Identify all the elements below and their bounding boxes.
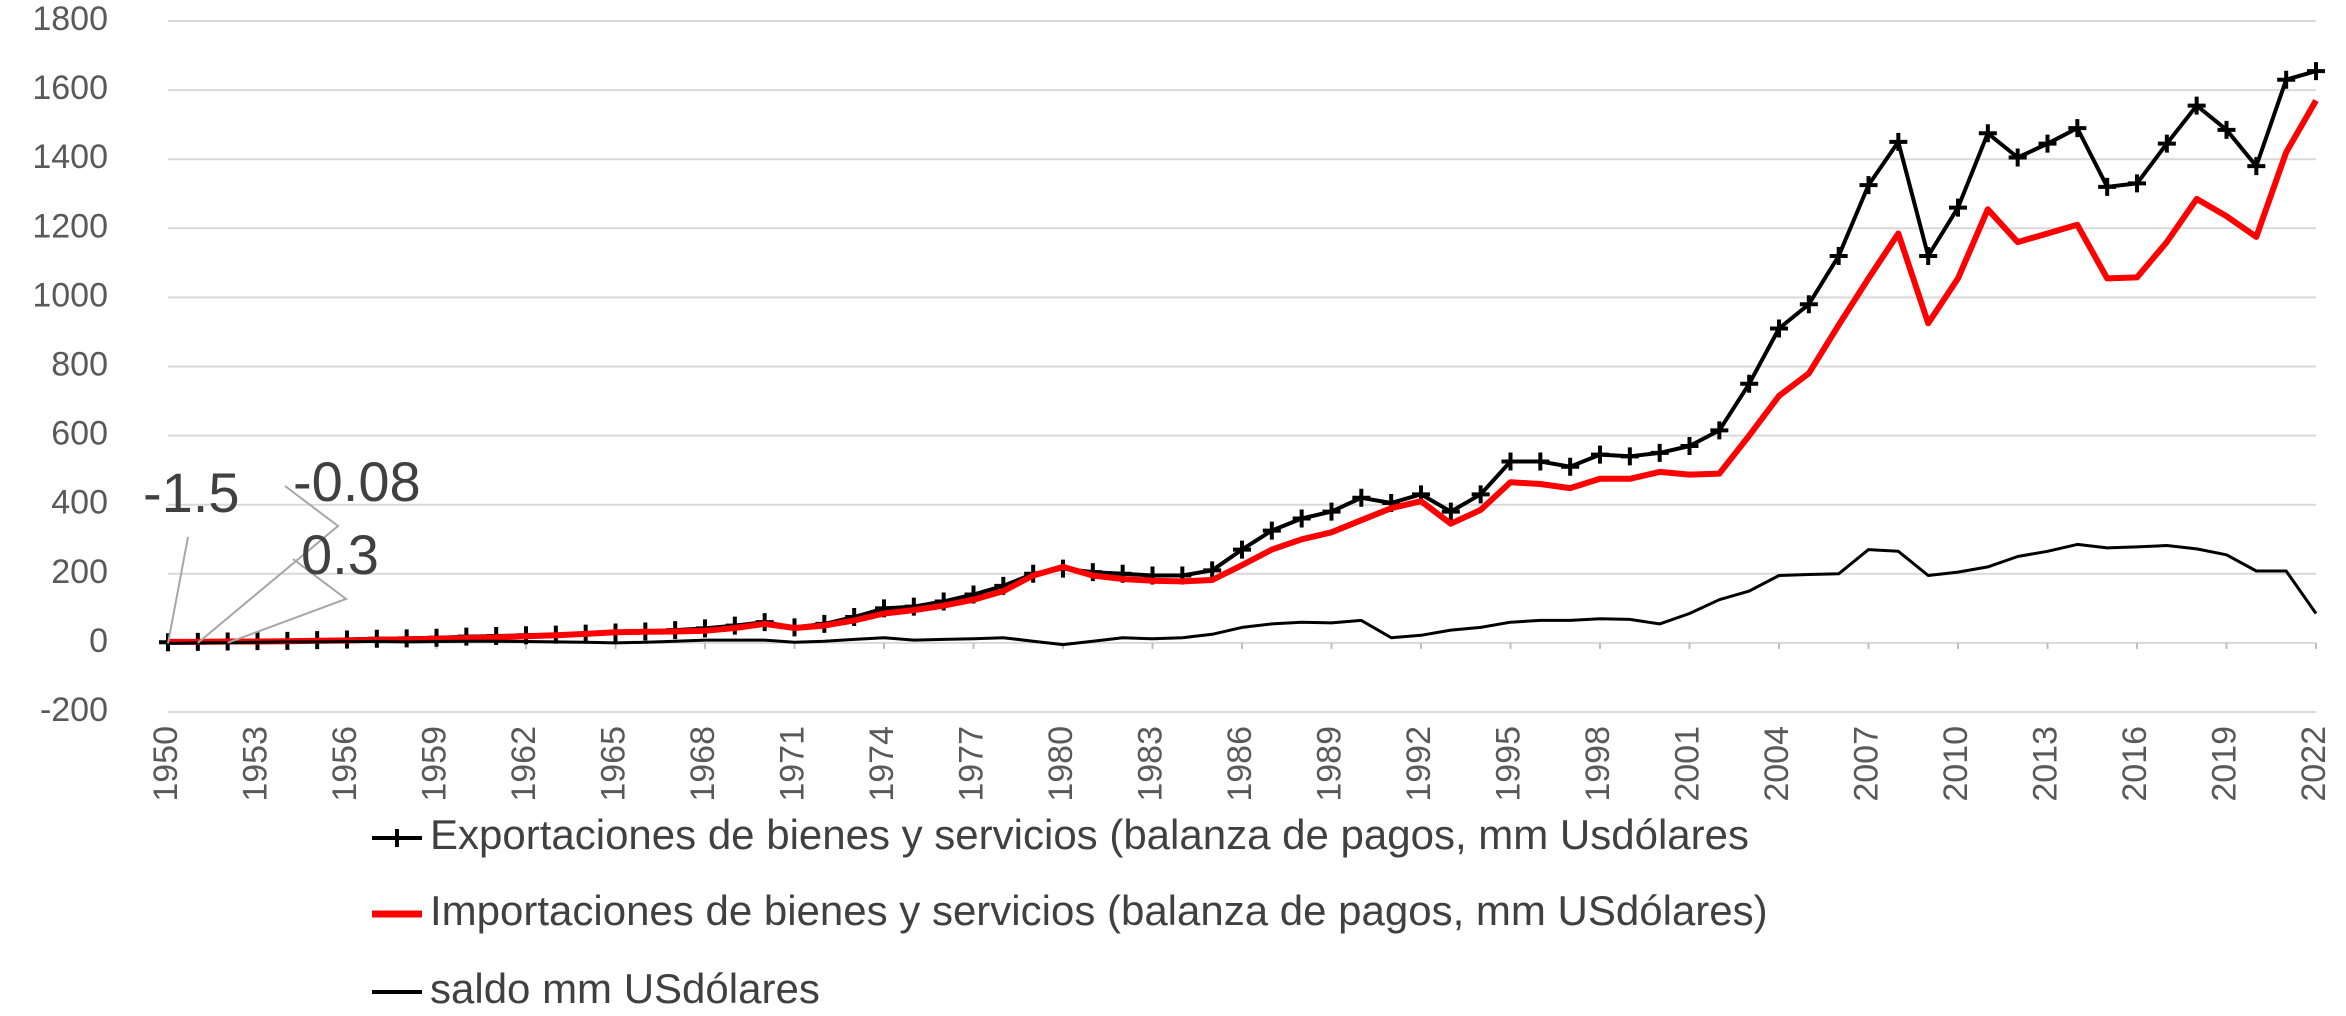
x-tick-label: 1953	[236, 726, 274, 802]
y-tick-label: 1400	[32, 138, 108, 176]
x-tick-label: 2013	[2026, 726, 2064, 802]
x-tick-label: 2016	[2116, 726, 2154, 802]
x-tick-label: 2007	[1847, 726, 1885, 802]
point-marker	[1203, 561, 1222, 580]
point-marker	[1889, 132, 1908, 151]
x-tick-label: 1998	[1579, 726, 1617, 802]
y-tick-label: 1200	[32, 207, 108, 245]
point-marker	[2247, 157, 2266, 176]
label-leader	[197, 485, 340, 644]
y-tick-label: -200	[40, 691, 108, 729]
point-marker	[2307, 62, 2325, 81]
series-line	[167, 542, 2318, 647]
y-tick-label: 1000	[32, 276, 108, 314]
data-label: -0.08	[293, 450, 421, 513]
x-tick-label: 1950	[147, 726, 185, 802]
point-marker	[1561, 457, 1580, 476]
point-marker	[2008, 148, 2027, 167]
legend-marker	[388, 829, 406, 847]
point-marker	[1770, 319, 1788, 338]
data-label: 0.3	[301, 523, 379, 586]
y-tick-label: 800	[51, 345, 108, 383]
label-leader	[227, 558, 349, 644]
x-tick-label: 1968	[684, 726, 722, 802]
x-tick-label: 2004	[1758, 726, 1796, 802]
point-marker	[2277, 70, 2296, 89]
y-tick-label: 1600	[32, 69, 108, 107]
point-marker	[1352, 488, 1371, 507]
y-tick-label: 400	[51, 484, 108, 522]
point-marker	[1262, 521, 1281, 540]
legend-label: Importaciones de bienes y servicios (bal…	[430, 887, 1768, 934]
y-tick-label: 600	[51, 415, 108, 453]
point-marker	[1233, 540, 1251, 559]
legend-label: Exportaciones de bienes y servicios (bal…	[430, 811, 1749, 858]
point-marker	[1620, 447, 1639, 466]
legend-label: saldo mm USdólares	[430, 965, 820, 1012]
point-marker	[2157, 134, 2176, 153]
x-tick-label: 1980	[1042, 726, 1080, 802]
point-marker	[2068, 119, 2087, 138]
point-marker	[1591, 445, 1609, 464]
point-marker	[1441, 502, 1460, 521]
point-marker	[2217, 120, 2236, 139]
x-tick-label: 1965	[594, 726, 632, 802]
point-marker	[1799, 295, 1818, 314]
data-label: -1.5	[143, 461, 240, 524]
point-marker	[1471, 485, 1490, 504]
point-marker	[1292, 509, 1311, 528]
point-marker	[1949, 198, 1967, 217]
x-tick-label: 1956	[326, 726, 364, 802]
point-marker	[1740, 374, 1759, 393]
point-marker	[1919, 246, 1938, 265]
x-tick-label: 1992	[1400, 726, 1438, 802]
x-tick-label: 2001	[1668, 726, 1706, 802]
x-tick-label: 1977	[952, 726, 990, 802]
x-tick-label: 2010	[1937, 726, 1975, 802]
x-tick-label: 1983	[1131, 726, 1169, 802]
x-tick-label: 1989	[1310, 726, 1348, 802]
x-tick-label: 1962	[505, 726, 543, 802]
point-marker	[1501, 452, 1520, 471]
x-tick-label: 1959	[415, 726, 453, 802]
x-tick-label: 2019	[2205, 726, 2243, 802]
point-marker	[2038, 134, 2057, 153]
x-tick-label: 2022	[2295, 726, 2333, 802]
y-tick-label: 1800	[32, 0, 108, 38]
y-tick-label: 0	[89, 622, 108, 660]
point-marker	[1710, 421, 1729, 440]
x-tick-label: 1974	[863, 726, 901, 802]
y-tick-label: 200	[51, 553, 108, 591]
point-marker	[1650, 443, 1669, 462]
x-tick-label: 1995	[1489, 726, 1527, 802]
point-marker	[2128, 174, 2146, 193]
point-marker	[1859, 176, 1878, 195]
point-marker	[1978, 124, 1997, 143]
point-marker	[1829, 246, 1848, 265]
point-marker	[1322, 502, 1341, 521]
x-tick-label: 1986	[1221, 726, 1259, 802]
x-tick-label: 1971	[773, 726, 811, 802]
point-marker	[2098, 177, 2117, 196]
point-marker	[2187, 96, 2206, 115]
point-marker	[1680, 436, 1699, 455]
series-line	[168, 99, 2319, 645]
point-marker	[1531, 452, 1550, 471]
label-leader	[167, 536, 189, 644]
